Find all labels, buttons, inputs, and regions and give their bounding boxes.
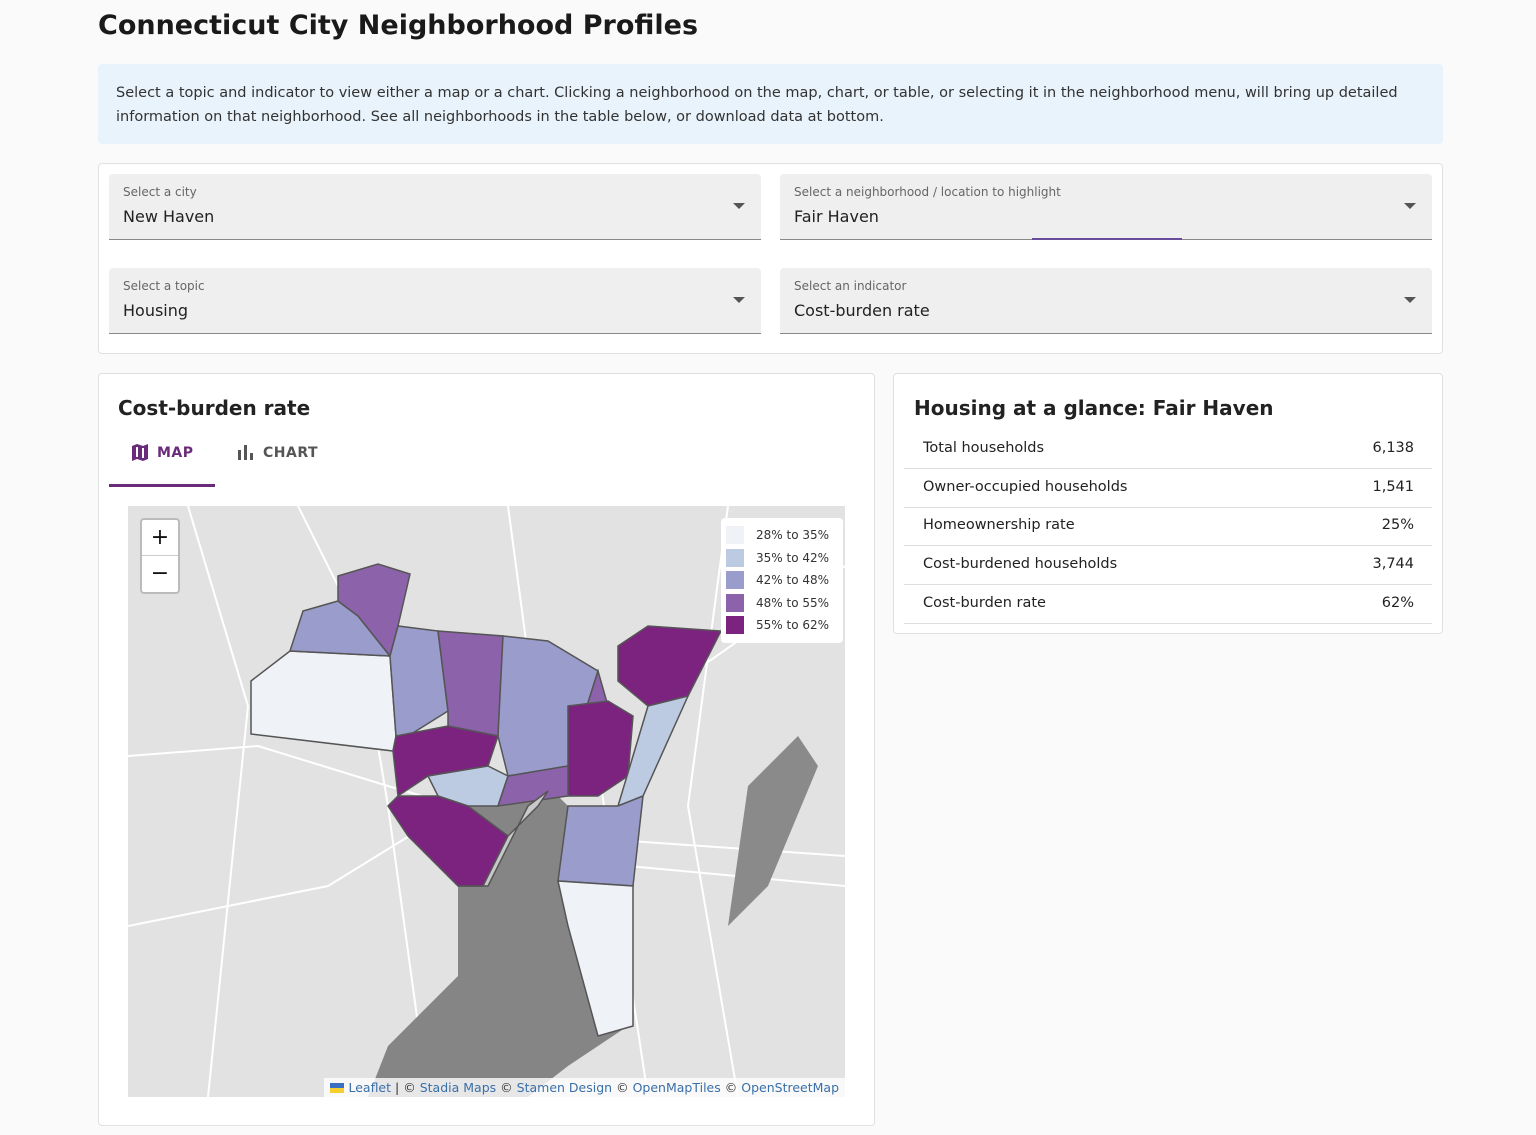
neighborhood[interactable]	[557, 880, 634, 1037]
neighborhoods	[250, 563, 723, 1037]
map[interactable]: + − 28% to 35% 35% to 42% 42% to 48% 48% to…	[128, 506, 845, 1097]
select[interactable]: Select a topic Housing	[109, 268, 761, 334]
tab-label: MAP	[157, 444, 194, 461]
attribution-text: ©	[724, 1080, 738, 1095]
row-label: Homeownership rate	[923, 517, 1075, 534]
tab-label: CHART	[263, 444, 319, 461]
legend-item: 48% to 55%	[726, 592, 838, 615]
select-label: Select a topic	[123, 279, 205, 293]
row-label: Owner-occupied households	[923, 478, 1128, 495]
attribution-text: ©	[500, 1080, 513, 1095]
zoom-out[interactable]: −	[150, 561, 170, 586]
tab-indicator	[109, 484, 215, 487]
select-label: Select a neighborhood / location to high…	[794, 185, 1061, 199]
neighborhood[interactable]	[458, 790, 549, 887]
legend-item: 42% to 48%	[726, 569, 838, 592]
select-value: Fair Haven	[794, 207, 879, 226]
row-value: 25%	[1381, 517, 1414, 534]
glance-row: Owner-occupied households 1,541	[904, 469, 1432, 508]
row-value: 6,138	[1372, 440, 1414, 456]
panel-title: Cost-burden rate	[118, 396, 311, 420]
attribution-link[interactable]: OpenStreetMap	[741, 1080, 839, 1095]
map-icon	[132, 444, 148, 461]
neighborhood[interactable]	[617, 625, 723, 707]
neighborhood[interactable]	[250, 650, 397, 752]
glance-card: Housing at a glance: Fair Haven Total ho…	[893, 373, 1443, 634]
chart-tab[interactable]: CHART	[237, 444, 318, 461]
map-tab[interactable]: MAP	[131, 444, 194, 461]
select-label: Select a city	[123, 185, 197, 199]
chart-icon	[238, 445, 253, 460]
water	[728, 736, 818, 926]
focus-underline	[1032, 238, 1182, 240]
glance-row: Cost-burden rate 62%	[904, 585, 1432, 624]
dropdown-arrow	[1404, 297, 1416, 303]
select[interactable]: Select a neighborhood / location to high…	[780, 174, 1432, 240]
attribution-link[interactable]: OpenMapTiles	[632, 1080, 721, 1095]
glance-row: Total households 6,138	[904, 430, 1432, 469]
row-label: Cost-burdened households	[923, 556, 1118, 573]
neighborhood[interactable]	[437, 630, 504, 737]
row-value: 62%	[1381, 594, 1414, 611]
glance-row: Cost-burdened households 3,744	[904, 546, 1432, 586]
dropdown-arrow	[733, 297, 745, 303]
neighborhood[interactable]	[557, 794, 644, 887]
attribution: Leaflet | © Stadia Maps © Stamen Design © Open…	[324, 1078, 845, 1097]
legend-swatch	[726, 593, 744, 612]
select-value: New Haven	[123, 207, 215, 226]
map-canvas	[128, 506, 845, 1097]
glance-row: Homeownership rate 25%	[904, 507, 1432, 547]
dropdown-arrow	[1404, 203, 1416, 209]
attribution-link[interactable]: Stadia Maps	[419, 1080, 497, 1095]
select-value: Cost-burden rate	[794, 301, 930, 320]
legend-swatch	[726, 571, 744, 590]
zoom-in[interactable]: +	[142, 520, 178, 556]
attribution-link[interactable]: Stamen Design	[516, 1080, 613, 1095]
legend-item: 35% to 42%	[726, 547, 838, 570]
legend-item: 28% to 35%	[726, 524, 838, 547]
map-card: Cost-burden rate MAP CHART	[98, 373, 875, 1126]
row-value: 3,744	[1372, 556, 1414, 573]
glance-title: Housing at a glance: Fair Haven	[914, 396, 1274, 420]
select[interactable]: Select an indicator Cost-burden rate	[780, 268, 1432, 334]
legend-label: 28% to 35%	[756, 528, 830, 543]
zoom-control: + −	[140, 518, 180, 594]
intro-text: Select a topic and indicator to view eit…	[98, 64, 1443, 144]
legend-swatch	[726, 526, 744, 545]
legend-label: 55% to 62%	[756, 618, 830, 633]
row-label: Cost-burden rate	[923, 594, 1046, 611]
legend-item: 55% to 62%	[726, 614, 838, 637]
attribution-link[interactable]: Leaflet	[348, 1080, 392, 1095]
attribution-text: ©	[616, 1080, 629, 1095]
attribution-text: | ©	[395, 1080, 416, 1095]
legend-label: 42% to 48%	[756, 573, 830, 588]
select-label: Select an indicator	[794, 279, 907, 293]
legend-label: 35% to 42%	[756, 550, 830, 565]
row-label: Total households	[923, 440, 1045, 456]
dropdown-arrow	[733, 203, 745, 209]
legend-swatch	[726, 616, 744, 635]
legend-swatch	[726, 548, 744, 567]
select-value: Housing	[123, 301, 189, 320]
legend-label: 48% to 55%	[756, 595, 830, 610]
legend: 28% to 35% 35% to 42% 42% to 48% 48% to 55%…	[721, 518, 843, 643]
row-value: 1,541	[1372, 478, 1414, 495]
select[interactable]: Select a city New Haven	[109, 174, 761, 240]
neighborhood[interactable]	[392, 725, 499, 798]
flag-icon	[330, 1083, 345, 1093]
fair-haven[interactable]	[567, 700, 634, 797]
page-title: Connecticut City Neighborhood Profiles	[98, 10, 699, 41]
